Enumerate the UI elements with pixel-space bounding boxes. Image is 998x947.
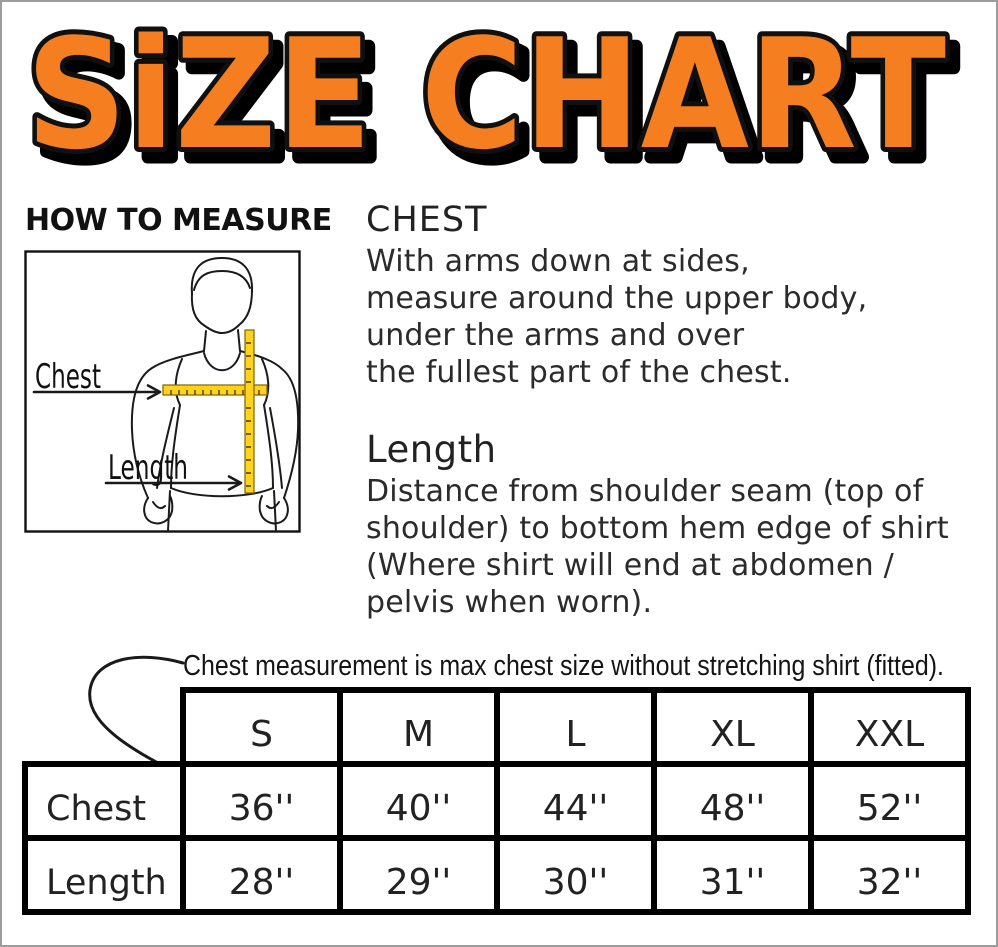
chest-arrow	[32, 384, 162, 400]
length-xxl-cell: 32''	[808, 835, 971, 915]
chest-xl-cell: 48''	[651, 761, 814, 841]
chest-s-cell: 36''	[180, 761, 343, 841]
how-to-measure-heading: HOW TO MEASURE	[25, 203, 332, 238]
page-title-shadow: SiZE CHART	[35, 16, 955, 175]
chest-row: Chest 36'' 40'' 44'' 48'' 52''	[22, 761, 971, 841]
col-header-xl: XL	[651, 687, 814, 767]
length-m-cell: 29''	[337, 835, 500, 915]
page-title: SiZE CHART	[26, 10, 946, 175]
chest-section-heading: CHEST	[366, 200, 488, 240]
length-l-cell: 30''	[494, 835, 657, 915]
col-header-l: L	[494, 687, 657, 767]
title-art: SiZE CHART SiZE CHART	[21, 10, 962, 175]
measure-diagram: Chest Length	[24, 250, 301, 533]
chest-xxl-cell: 52''	[808, 761, 971, 841]
diagram-chest-label: Chest	[35, 357, 101, 397]
col-header-xxl: XXL	[808, 687, 971, 767]
length-row-label: Length	[22, 835, 186, 915]
length-xl-cell: 31''	[651, 835, 814, 915]
fit-note: Chest measurement is max chest size with…	[183, 650, 998, 683]
length-arrow	[104, 475, 243, 491]
chest-section-body: With arms down at sides, measure around …	[366, 244, 868, 390]
diagram-length-label: Length	[108, 448, 188, 488]
chest-m-cell: 40''	[337, 761, 500, 841]
length-section-body: Distance from shoulder seam (top of shou…	[366, 474, 949, 620]
chest-l-cell: 44''	[494, 761, 657, 841]
length-s-cell: 28''	[180, 835, 343, 915]
chest-row-label: Chest	[22, 761, 186, 841]
fit-note-text: Chest measurement is max chest size with…	[183, 650, 944, 682]
measuring-tape-horizontal	[162, 384, 268, 396]
size-table-header-row: S M L XL XXL	[25, 687, 971, 767]
length-row: Length 28'' 29'' 30'' 31'' 32''	[22, 835, 971, 915]
col-header-m: M	[337, 687, 500, 767]
measuring-tape-vertical	[244, 329, 255, 494]
size-table: S M L XL XXL Chest 36'' 40'' 44'' 48'' 5…	[22, 687, 971, 915]
figure-outline	[130, 257, 300, 532]
col-header-s: S	[180, 687, 343, 767]
length-section-heading: Length	[366, 428, 497, 471]
table-corner-empty	[25, 690, 183, 764]
